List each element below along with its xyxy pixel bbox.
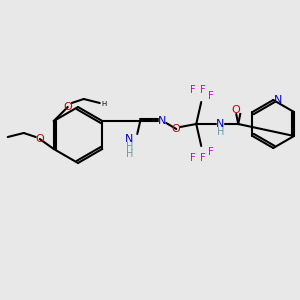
Text: N: N: [158, 116, 166, 126]
Text: O: O: [232, 105, 241, 115]
Text: H: H: [126, 149, 133, 159]
Text: H: H: [101, 101, 106, 107]
Text: F: F: [200, 153, 206, 163]
Text: F: F: [190, 85, 196, 95]
Text: F: F: [208, 91, 214, 101]
Text: F: F: [208, 147, 214, 157]
Text: N: N: [125, 134, 134, 144]
Text: H: H: [126, 142, 133, 152]
Text: O: O: [172, 124, 181, 134]
Text: F: F: [200, 85, 206, 95]
Text: N: N: [274, 95, 282, 105]
Text: O: O: [35, 134, 44, 144]
Text: F: F: [190, 153, 196, 163]
Text: N: N: [216, 119, 224, 129]
Text: O: O: [63, 102, 72, 112]
Text: H: H: [217, 127, 224, 137]
